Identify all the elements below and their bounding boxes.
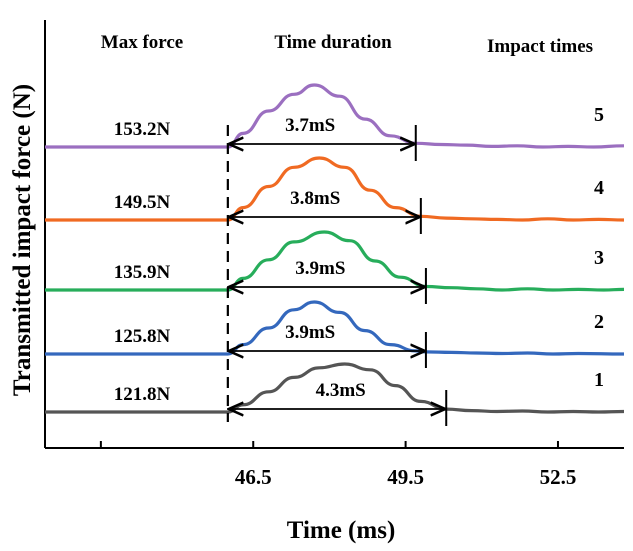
impact-times-label: 5 (594, 104, 604, 126)
impact-times-label: 4 (594, 177, 604, 199)
x-tick-label: 49.5 (387, 465, 424, 489)
duration-label: 3.9mS (295, 258, 345, 279)
duration-label: 3.9mS (285, 322, 335, 343)
y-axis-label: Transmitted impact force (N) (9, 84, 36, 396)
max-force-label: 125.8N (114, 326, 171, 347)
max-force-label: 135.9N (114, 262, 171, 283)
max-force-header: Max force (101, 32, 183, 53)
x-tick-label: 46.5 (235, 465, 272, 489)
impact-times-label: 2 (594, 311, 604, 333)
impact-times-label: 1 (594, 369, 604, 391)
plot-area: 46.5 49.5 52.5 3.7mS 153.2N 5 3.8mS 149.5N 4 3.9m… (44, 20, 625, 489)
time-duration-header: Time duration (274, 32, 392, 53)
max-force-label: 121.8N (114, 384, 171, 405)
duration-label: 3.8mS (290, 188, 340, 209)
impact-times-header: Impact times (487, 36, 593, 57)
impact-times-label: 3 (594, 247, 604, 269)
duration-label: 4.3mS (316, 380, 366, 401)
x-axis-label: Time (ms) (287, 517, 396, 544)
max-force-label: 153.2N (114, 119, 171, 140)
trace-line-impact-5 (44, 83, 625, 149)
x-tick-label: 52.5 (540, 465, 577, 489)
max-force-label: 149.5N (114, 192, 171, 213)
trace-line-impact-4 (45, 156, 625, 222)
trace-line-impact-3 (45, 230, 625, 292)
duration-label: 3.7mS (285, 115, 335, 136)
